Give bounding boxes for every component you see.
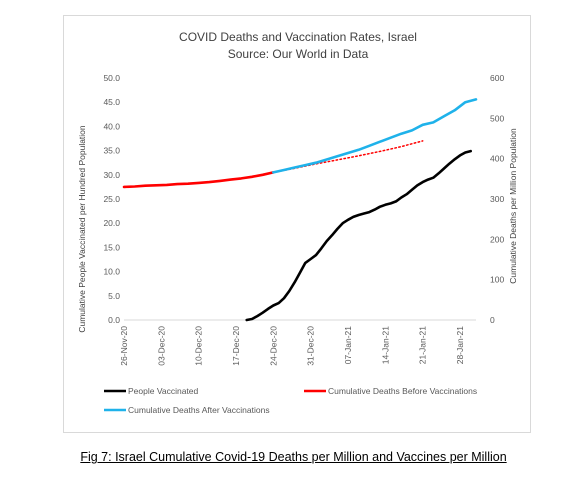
- x-tick-label: 28-Jan-21: [455, 326, 465, 365]
- x-tick-label: 24-Dec-20: [268, 326, 278, 366]
- legend-label: Cumulative Deaths Before Vaccinations: [328, 386, 477, 396]
- series-line: [272, 98, 478, 174]
- y-tick-label: 45.0: [103, 97, 120, 107]
- x-tick-label: 21-Jan-21: [418, 326, 428, 365]
- chart-frame: COVID Deaths and Vaccination Rates, Isra…: [63, 15, 531, 433]
- y2-tick-label: 0: [490, 315, 495, 325]
- x-tick-label: 07-Jan-21: [343, 326, 353, 365]
- y-tick-label: 15.0: [103, 242, 120, 252]
- y-tick-label: 25.0: [103, 194, 120, 204]
- y-tick-label: 35.0: [103, 146, 120, 156]
- y-tick-label: 40.0: [103, 121, 120, 131]
- x-tick-label: 10-Dec-20: [194, 326, 204, 366]
- legend: People Vaccinated Cumulative Deaths Befor…: [104, 386, 477, 415]
- y-axis-label: Cumulative People Vaccinated per Hundred…: [77, 125, 87, 333]
- y2-tick-label: 300: [490, 194, 504, 204]
- chart-svg: COVID Deaths and Vaccination Rates, Isra…: [77, 30, 518, 415]
- legend-label: Cumulative Deaths After Vaccinations: [128, 405, 270, 415]
- series-line: [122, 171, 275, 189]
- y2-axis-label: Cumulative Deaths per Million Population: [508, 128, 518, 284]
- x-tick-label: 14-Jan-21: [380, 326, 390, 365]
- chart-subtitle: Source: Our World in Data: [228, 47, 369, 61]
- axes-layer: 0.0 5.0 10.0 15.0 20.0 25.0 30.0 35.0 40.0 45.0 50…: [103, 73, 504, 366]
- y2-tick-label: 500: [490, 113, 504, 123]
- series-line: [245, 149, 472, 322]
- y2-tick-label: 200: [490, 234, 504, 244]
- y-tick-label: 0.0: [108, 315, 120, 325]
- x-tick-label: 03-Dec-20: [156, 326, 166, 366]
- y-tick-label: 5.0: [108, 291, 120, 301]
- y2-tick-label: 600: [490, 73, 504, 83]
- y2-tick-label: 400: [490, 154, 504, 164]
- y-tick-label: 30.0: [103, 170, 120, 180]
- chart-title: COVID Deaths and Vaccination Rates, Isra…: [179, 30, 417, 44]
- y-tick-label: 50.0: [103, 73, 120, 83]
- y2-tick-label: 100: [490, 275, 504, 285]
- series-layer: [122, 98, 478, 322]
- x-tick-label: 17-Dec-20: [231, 326, 241, 366]
- x-tick-label: 26-Nov-20: [119, 326, 129, 366]
- figure-caption: Fig 7: Israel Cumulative Covid-19 Deaths…: [80, 450, 507, 464]
- x-tick-label: 31-Dec-20: [306, 326, 316, 366]
- legend-label: People Vaccinated: [128, 386, 199, 396]
- y-tick-label: 20.0: [103, 218, 120, 228]
- y-tick-label: 10.0: [103, 267, 120, 277]
